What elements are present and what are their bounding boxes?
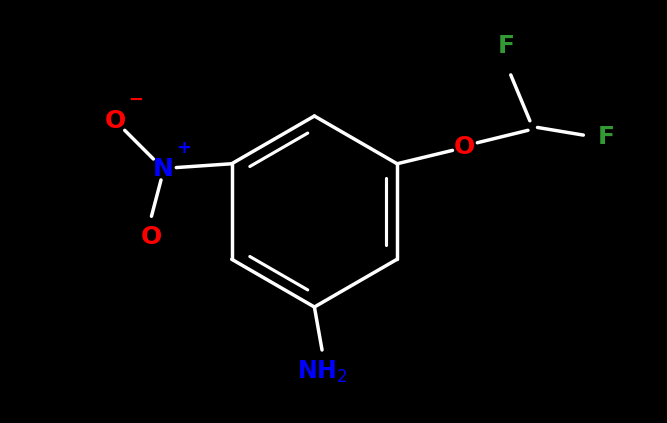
Text: O: O: [105, 109, 126, 133]
Text: O: O: [141, 225, 162, 249]
Text: O: O: [454, 135, 475, 159]
Text: +: +: [177, 138, 191, 157]
Text: N: N: [153, 157, 173, 181]
Text: F: F: [498, 34, 514, 58]
Text: F: F: [598, 125, 615, 149]
Text: −: −: [129, 91, 144, 109]
Text: NH$_2$: NH$_2$: [297, 359, 347, 385]
